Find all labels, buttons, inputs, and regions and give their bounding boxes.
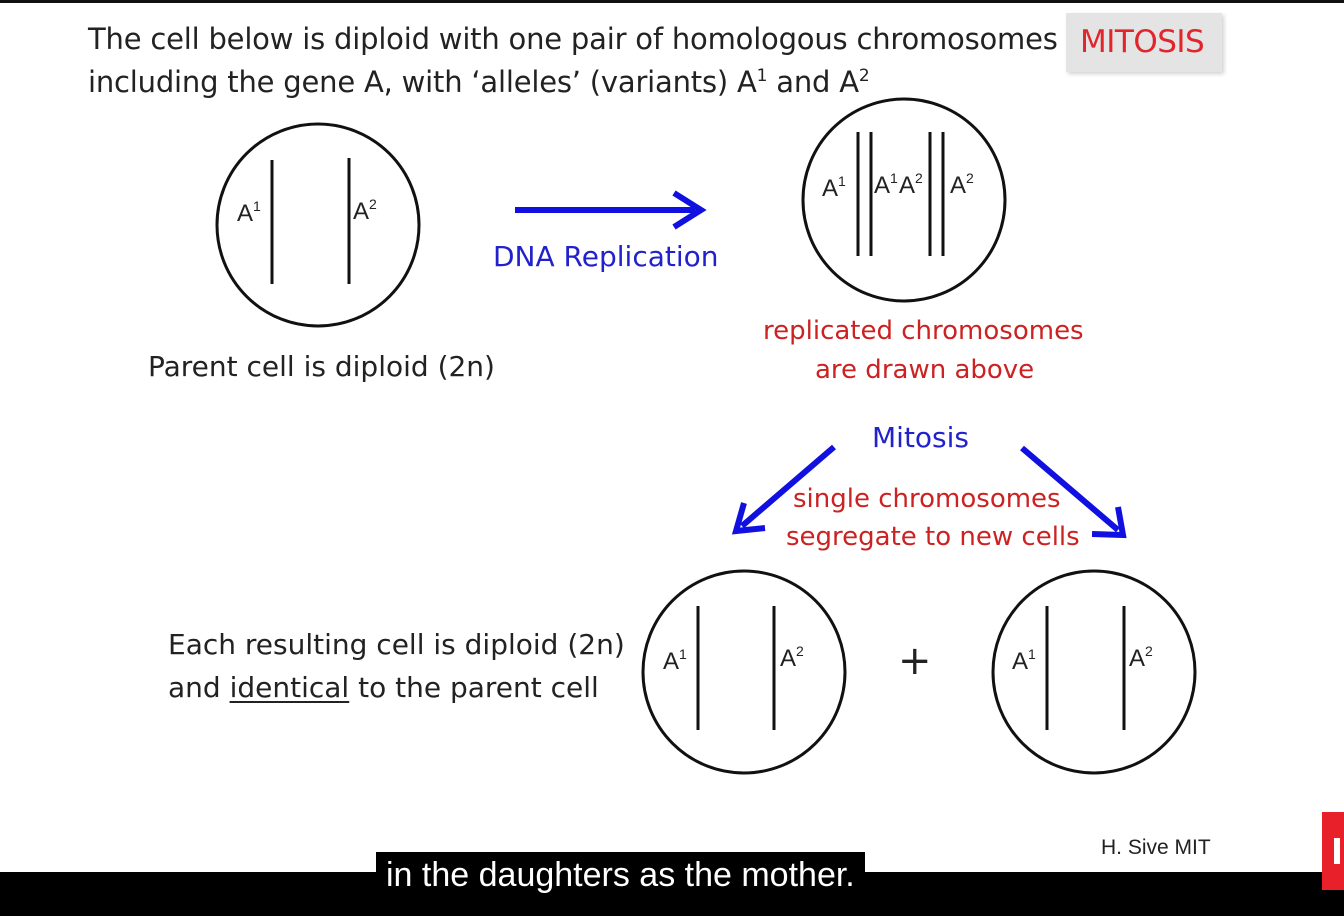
parent-cell-label: Parent cell is diploid (2n): [148, 350, 495, 383]
allele-label-a2: A2: [1129, 643, 1153, 672]
mitosis-arrow-left: [731, 444, 836, 535]
dna-replication-label: DNA Replication: [493, 240, 719, 273]
superscript-2: 2: [858, 66, 870, 86]
allele-label-a1: A1: [874, 170, 898, 199]
allele-label-a2: A2: [899, 170, 923, 199]
allele-label-a1: A1: [1012, 646, 1036, 675]
mitosis-arrow-right: [1020, 445, 1127, 539]
replicated-label-line-2: are drawn above: [815, 355, 1035, 385]
intro-and-text: and A: [767, 65, 859, 99]
intro-line-2-text: including the gene A, with ‘alleles’ (va…: [88, 65, 757, 99]
allele-label-a2: A2: [950, 170, 974, 199]
top-border: [0, 0, 1344, 3]
tab-mark-icon: [1334, 838, 1340, 864]
intro-line-1: The cell below is diploid with one pair …: [88, 22, 1058, 56]
replicated-cell: [801, 97, 1007, 303]
segregate-label-line-1: single chromosomes: [793, 484, 1061, 514]
mitosis-badge: MITOSIS: [1066, 13, 1222, 72]
mitosis-badge-label: MITOSIS: [1080, 24, 1205, 60]
mitosis-label: Mitosis: [872, 421, 970, 454]
allele-label-a1: A1: [822, 173, 846, 202]
subtitle-caption: in the daughters as the mother.: [376, 852, 865, 898]
replication-arrow: [515, 190, 707, 230]
replicated-label-line-1: replicated chromosomes: [763, 316, 1084, 346]
plus-sign: +: [898, 638, 932, 684]
daughter-cell-right: [991, 569, 1197, 775]
intro-line-2: including the gene A, with ‘alleles’ (va…: [88, 61, 1058, 104]
result-label-line-1: Each resulting cell is diploid (2n): [168, 628, 625, 661]
result-label-line-2: and identical to the parent cell: [168, 671, 599, 704]
superscript-1: 1: [756, 66, 768, 86]
red-side-tab[interactable]: [1322, 812, 1344, 890]
parent-cell: [215, 122, 421, 328]
daughter-cell-left: [641, 569, 847, 775]
allele-label-a2: A2: [353, 196, 377, 225]
credit-text: H. Sive MIT: [1101, 836, 1211, 859]
allele-label-a2: A2: [780, 643, 804, 672]
allele-label-a1: A1: [663, 646, 687, 675]
identical-underlined: identical: [229, 671, 350, 704]
segregate-label-line-2: segregate to new cells: [786, 522, 1080, 552]
intro-text: The cell below is diploid with one pair …: [88, 18, 1058, 104]
allele-label-a1: A1: [237, 198, 261, 227]
